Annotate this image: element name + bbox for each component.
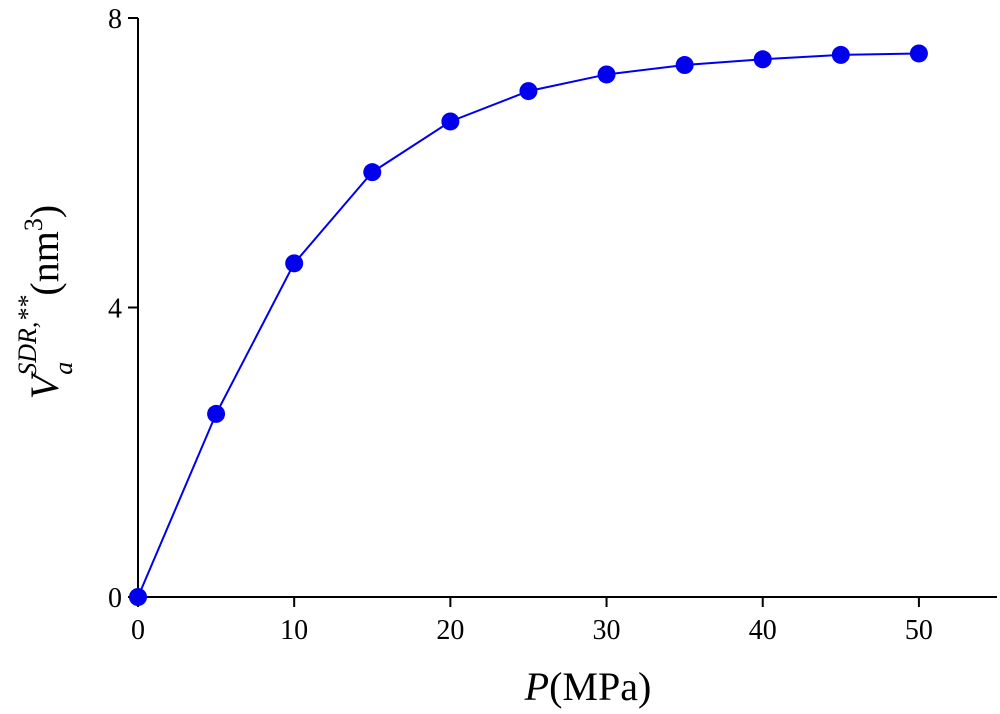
- y-tick-label: 0: [108, 583, 122, 614]
- x-tick-label: 10: [280, 615, 308, 646]
- y-label-unit-close: ): [22, 205, 67, 218]
- x-tick-label: 20: [436, 615, 464, 646]
- x-tick-label: 0: [131, 615, 145, 646]
- x-tick-label: 40: [749, 615, 777, 646]
- x-axis-label: P(MPa): [524, 664, 652, 709]
- x-tick-label: 30: [593, 615, 621, 646]
- line: [137, 52, 919, 598]
- marker: [207, 404, 226, 423]
- marker: [675, 56, 694, 75]
- marker: [441, 112, 460, 131]
- x-label-symbol: P: [524, 664, 549, 709]
- y-tick-label: 8: [108, 4, 122, 35]
- marker: [909, 44, 928, 63]
- marker: [519, 82, 538, 101]
- marker: [363, 163, 382, 182]
- marker: [597, 65, 616, 84]
- y-label-unit: (nm: [22, 231, 67, 295]
- y-label-subscript: a: [49, 362, 78, 375]
- y-label-unit-power: 3: [19, 218, 48, 231]
- x-label-unit: (MPa): [549, 664, 651, 709]
- marker: [129, 588, 147, 606]
- marker: [285, 254, 304, 273]
- marker: [753, 50, 772, 69]
- x-tick-label: 50: [905, 615, 933, 646]
- y-axis-label: Va SDR,**(nm3): [13, 205, 78, 399]
- y-tick-label: 4: [108, 294, 122, 325]
- marker: [831, 45, 850, 64]
- y-label-symbol: V: [22, 370, 67, 399]
- y-label-superscript: SDR,**: [13, 296, 42, 376]
